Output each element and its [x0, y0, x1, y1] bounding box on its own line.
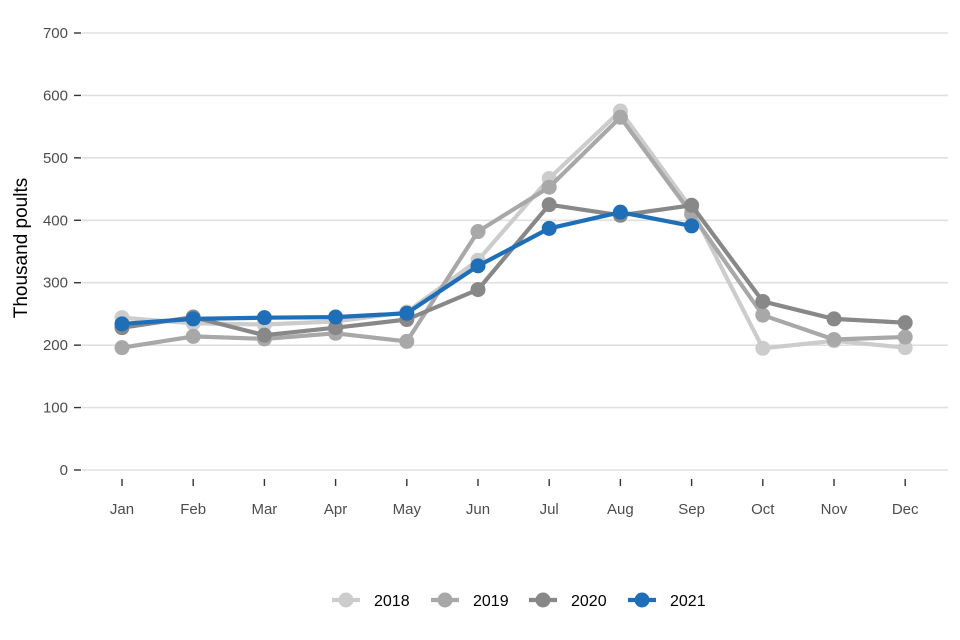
y-axis-title: Thousand poults	[11, 178, 32, 319]
data-point-2019-Jan	[114, 340, 130, 356]
x-tick-label: Dec	[892, 501, 919, 518]
data-point-2020-Jul	[541, 197, 557, 213]
series-line-2020	[119, 202, 908, 338]
x-tick-label: Aug	[607, 501, 634, 518]
x-tick-label: Jan	[110, 501, 134, 518]
data-point-2020-Dec	[897, 315, 913, 331]
y-tick-label: 500	[43, 150, 68, 167]
data-point-2020-Mar	[256, 327, 272, 343]
data-point-2019-Nov	[826, 332, 842, 348]
y-tick-label: 200	[43, 337, 68, 354]
x-tick-label: Mar	[251, 501, 277, 518]
data-point-2021-May	[399, 305, 415, 321]
x-tick-label: Apr	[324, 501, 347, 518]
data-point-2021-Sep	[684, 218, 700, 234]
data-point-2021-Feb	[185, 311, 201, 327]
data-point-2019-Jul	[541, 179, 557, 195]
gridlines	[82, 32, 948, 471]
x-tick-label: Feb	[180, 501, 206, 518]
legend: 2018 2019 2020 2021	[332, 592, 706, 610]
x-tick-label: Jul	[540, 501, 559, 518]
data-point-2020-Jun	[470, 282, 486, 298]
series-2021	[114, 204, 700, 332]
data-point-2020-Oct	[755, 293, 771, 309]
data-point-2020-Apr	[328, 320, 344, 336]
data-point-2019-May	[399, 333, 415, 349]
data-point-2019-Jun	[470, 224, 486, 240]
legend-item-2021: 2021	[628, 592, 706, 610]
legend-item-2018: 2018	[332, 592, 410, 610]
data-point-2019-Oct	[755, 307, 771, 323]
x-tick-label: May	[393, 501, 422, 518]
series-line-2018	[119, 108, 908, 351]
legend-marker-2018	[338, 592, 354, 608]
data-point-2019-Aug	[612, 109, 628, 125]
data-point-2021-Apr	[328, 309, 344, 325]
legend-label-2021: 2021	[670, 593, 706, 610]
y-tick-label: 400	[43, 212, 68, 229]
data-point-2018-Oct	[755, 340, 771, 356]
legend-marker-2019	[437, 592, 453, 608]
legend-item-2020: 2020	[529, 592, 607, 610]
data-point-2021-Jun	[470, 258, 486, 274]
data-point-2021-Mar	[256, 310, 272, 326]
x-tick-label: Oct	[751, 501, 775, 518]
legend-label-2020: 2020	[571, 593, 607, 610]
data-point-2021-Jul	[541, 220, 557, 236]
y-axis: 0 100 200 300 400 500 600 700	[43, 25, 81, 479]
legend-item-2019: 2019	[431, 592, 509, 610]
x-tick-label: Sep	[678, 501, 705, 518]
x-tick-label: Nov	[821, 501, 848, 518]
x-tick-label: Jun	[466, 501, 490, 518]
y-tick-label: 100	[43, 400, 68, 417]
data-point-2019-Feb	[185, 328, 201, 344]
data-point-2021-Aug	[612, 204, 628, 220]
y-tick-label: 700	[43, 25, 68, 42]
data-point-2018-Dec	[897, 340, 913, 356]
x-axis: Jan Feb Mar Apr May Jun Jul Aug Sep Oct Nov Dec	[110, 479, 919, 518]
data-point-2019-Dec	[897, 329, 913, 345]
legend-marker-2021	[634, 592, 650, 608]
y-tick-label: 300	[43, 275, 68, 292]
series-line-2019	[119, 115, 908, 350]
legend-marker-2020	[535, 592, 551, 608]
series-lines	[114, 103, 913, 356]
legend-label-2018: 2018	[374, 593, 410, 610]
legend-label-2019: 2019	[473, 593, 509, 610]
y-tick-label: 600	[43, 87, 68, 104]
data-point-2021-Jan	[114, 316, 130, 332]
data-point-2020-Sep	[684, 197, 700, 213]
y-tick-label: 0	[60, 462, 68, 479]
data-point-2020-Nov	[826, 311, 842, 327]
